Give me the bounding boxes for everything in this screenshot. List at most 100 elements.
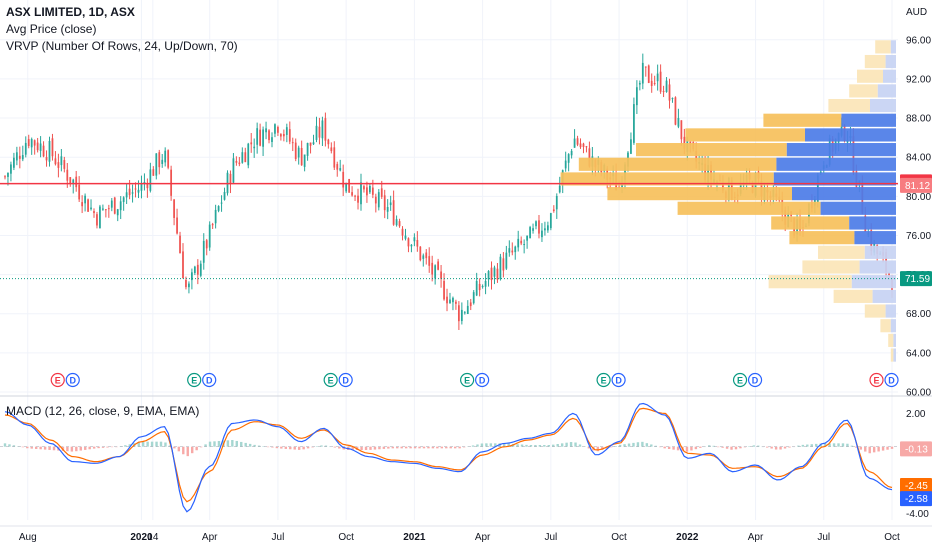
candle-body [469,302,472,307]
macd-histogram-bar [507,443,510,447]
dividend-event-icon[interactable]: D [65,372,80,388]
macd-histogram-bar [164,442,167,447]
candle [63,156,66,173]
macd-histogram-bar [623,444,626,447]
candle [377,189,380,211]
candle-body [265,128,267,133]
volume-profile-row [636,143,896,157]
vp-up-bar [849,84,878,98]
time-axis-label: Apr [202,532,218,543]
candle-body [633,104,635,143]
volume-profile-row [560,172,896,186]
candle [253,138,256,158]
macd-histogram-bar [235,440,238,447]
vp-down-bar [893,348,896,362]
macd-histogram-bar [213,441,216,447]
candle [425,249,428,265]
macd-histogram-bar [632,442,635,447]
candle [211,222,214,230]
candle [102,204,104,211]
earnings-event-icon[interactable]: E [323,372,338,388]
candle [416,231,419,252]
macd-histogram-bar [618,444,622,447]
candle-body [455,301,457,304]
macd-histogram-bar [730,446,733,450]
macd-histogram-bar [369,446,372,450]
dividend-event-icon[interactable]: D [202,372,217,388]
candle-body [48,140,51,162]
earnings-event-icon[interactable]: E [596,372,611,388]
candle [475,272,478,297]
dividend-event-icon[interactable]: D [338,372,353,388]
macd-histogram-bar [409,446,412,449]
candle [386,199,389,220]
candle-body [585,146,588,148]
candle-body [39,143,42,151]
dividend-event-icon[interactable]: D [611,372,626,388]
symbol-title: ASX LIMITED, 1D, ASX [6,5,135,19]
event-icon-circle [475,372,490,388]
dividend-event-icon[interactable]: D [475,372,490,388]
candle-body [24,142,27,155]
event-icon-letter: E [328,376,334,386]
candle-body [134,188,137,190]
candle-body [303,154,306,167]
earnings-event-icon[interactable]: E [50,372,65,388]
candle [4,175,6,180]
candle-body [288,129,291,142]
candle-body [268,130,270,141]
candle-body [327,139,330,145]
macd-histogram-bar [552,444,555,447]
macd-histogram-bar [289,446,292,450]
candle-body [259,129,262,146]
candle [535,220,537,230]
macd-legend[interactable]: MACD (12, 26, close, 9, EMA, EMA) [6,404,200,418]
avg-price-legend[interactable]: Avg Price (close) [6,22,97,36]
dividend-event-icon[interactable]: D [747,372,763,388]
macd-histogram-bar [890,446,894,449]
candle [321,116,324,147]
candle [641,53,644,90]
candle-body [722,183,724,191]
macd-histogram-bar [191,446,194,454]
dividend-event-icon[interactable]: D [884,372,899,388]
candle-body [392,200,395,225]
candle [656,64,659,91]
candle [502,252,505,278]
macd-histogram-bar [601,446,604,450]
candle-body [164,150,167,163]
candle-body [60,156,63,166]
candle [638,80,641,91]
volume-profile-row [849,84,896,98]
candle-body [199,263,202,276]
candle-body [647,65,650,83]
macd-histogram-bar [699,446,702,448]
earnings-event-icon[interactable]: E [869,372,884,388]
candle [294,138,297,162]
macd-histogram-bar [752,445,756,447]
macd-histogram-bar [382,446,386,449]
candle [520,236,523,246]
earnings-event-icon[interactable]: E [460,372,475,388]
candle-body [674,97,677,125]
macd-histogram-bar [141,441,145,447]
earnings-event-icon[interactable]: E [732,372,748,388]
candle-body [300,147,303,166]
candle [131,184,134,203]
candle [193,265,196,276]
macd-histogram-bar [195,446,198,451]
vrvp-legend[interactable]: VRVP (Number Of Rows, 24, Up/Down, 70) [6,39,238,53]
candle-body [333,147,336,168]
candle [143,173,146,191]
candle [104,209,107,218]
macd-histogram-bar [748,446,751,447]
candle-body [505,252,508,269]
event-icon-circle [338,372,353,388]
candle-body [149,169,152,191]
earnings-event-icon[interactable]: E [187,372,202,388]
candle-body [90,207,92,210]
macd-histogram-bar [663,446,666,449]
candle-body [567,154,570,163]
macd-histogram-bar [248,443,252,447]
